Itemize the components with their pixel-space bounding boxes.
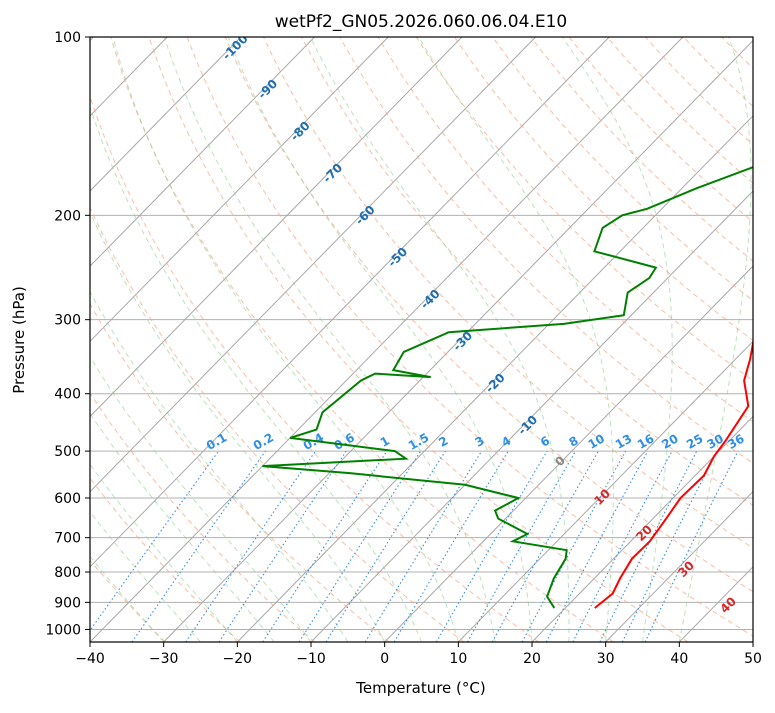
y-tick-label: 800	[54, 565, 81, 581]
y-tick-label: 700	[54, 531, 81, 547]
x-tick-label: 0	[380, 651, 389, 667]
x-tick-label: −40	[75, 651, 105, 667]
chart-title: wetPf2_GN05.2026.060.06.04.E10	[275, 12, 567, 32]
y-tick-label: 500	[54, 444, 81, 460]
x-axis-label: Temperature (°C)	[355, 679, 485, 697]
y-tick-label: 400	[54, 387, 81, 403]
y-tick-label: 600	[54, 491, 81, 507]
x-tick-label: −20	[223, 651, 253, 667]
y-tick-label: 200	[54, 208, 81, 224]
y-axis-label: Pressure (hPa)	[10, 286, 28, 394]
x-tick-label: −30	[149, 651, 179, 667]
x-tick-label: 20	[523, 651, 541, 667]
y-tick-label: 100	[54, 30, 81, 46]
x-tick-label: 40	[670, 651, 688, 667]
x-tick-label: 30	[597, 651, 615, 667]
y-tick-label: 1000	[45, 622, 81, 638]
x-tick-label: −10	[296, 651, 326, 667]
x-tick-label: 50	[744, 651, 762, 667]
y-tick-label: 300	[54, 313, 81, 329]
y-tick-label: 900	[54, 595, 81, 611]
x-tick-label: 10	[449, 651, 467, 667]
